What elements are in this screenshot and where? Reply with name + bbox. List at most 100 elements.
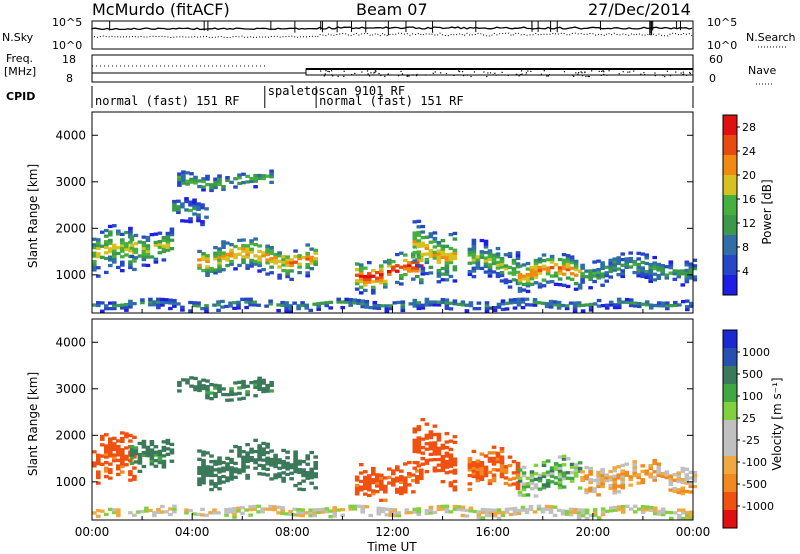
power-echo-cell <box>112 246 117 250</box>
colorbar-tick-label: 20 <box>742 169 756 182</box>
power-echo-cell <box>176 199 181 203</box>
vel-echo-cell <box>108 437 113 441</box>
nave-dot <box>406 75 408 77</box>
vel-echo-cell <box>149 453 155 458</box>
vel-echo-cell <box>415 477 420 482</box>
vel-echo-cell <box>301 473 306 478</box>
vel-echo-cell <box>375 476 380 480</box>
vel-echo-cell <box>305 471 311 475</box>
power-echo-cell <box>229 248 234 252</box>
power-echo-cell <box>500 307 506 312</box>
vel-echo-cell <box>676 479 682 484</box>
power-echo-cell <box>407 269 412 273</box>
vel-echo-cell <box>537 487 543 491</box>
power-echo-cell <box>532 298 538 302</box>
vel-echo-cell <box>380 509 386 514</box>
power-echo-cell <box>265 261 270 265</box>
vel-echo-cell <box>245 451 250 455</box>
vel-echo-cell <box>419 476 424 481</box>
vel-echo-cell <box>580 508 586 512</box>
vel-echo-cell <box>415 461 420 465</box>
vel-echo-cell <box>391 480 396 484</box>
vel-echo-cell <box>640 505 646 509</box>
vel-echo-cell <box>640 464 646 468</box>
vel-echo-cell <box>217 481 222 485</box>
power-echo-cell <box>358 291 364 295</box>
vel-echo-cell <box>596 470 601 475</box>
colorbar-swatch <box>723 510 737 529</box>
vel-echo-cell <box>225 476 230 480</box>
vel-echo-cell <box>387 481 392 485</box>
power-echo-cell <box>133 242 139 246</box>
nave-dot <box>473 71 476 73</box>
power-echo-cell <box>161 238 167 243</box>
power-echo-cell <box>241 258 246 262</box>
vel-echo-cell <box>297 470 302 475</box>
power-echo-cell <box>148 297 153 301</box>
power-echo-cell <box>205 270 210 275</box>
power-echo-cell <box>189 172 194 176</box>
vel-echo-cell <box>233 475 238 479</box>
vel-echo-cell <box>448 439 454 443</box>
power-echo-cell <box>608 258 614 262</box>
power-echo-cell <box>188 203 193 207</box>
power-echo-cell <box>467 261 473 265</box>
power-echo-cell <box>616 303 622 307</box>
vel-echo-cell <box>525 484 531 489</box>
vel-echo-cell <box>363 486 368 491</box>
vel-echo-cell <box>432 458 438 462</box>
vel-echo-cell <box>252 504 257 509</box>
power-echo-cell <box>160 303 165 307</box>
nave-dot <box>351 73 353 76</box>
vel-echo-cell <box>407 460 412 465</box>
vel-echo-cell <box>460 513 466 518</box>
vel-echo-cell <box>213 394 218 399</box>
vel-echo-cell <box>452 435 458 439</box>
power-echo-cell <box>236 300 241 304</box>
nave-dot <box>662 74 664 76</box>
power-echo-cell <box>108 255 113 259</box>
vel-echo-cell <box>116 472 121 477</box>
power-echo-cell <box>100 301 105 305</box>
power-echo-cell <box>328 306 334 310</box>
power-echo-cell <box>608 264 614 268</box>
vel-echo-cell <box>692 479 698 483</box>
vel-echo-cell <box>624 473 630 477</box>
power-echo-cell <box>471 241 477 245</box>
vel-echo-cell <box>285 450 290 454</box>
vel-echo-cell <box>104 512 109 517</box>
power-echo-cell <box>358 268 364 273</box>
power-echo-cell <box>440 278 446 282</box>
vel-echo-cell <box>229 471 234 476</box>
power-echo-cell <box>521 274 527 278</box>
power-echo-cell <box>124 303 129 307</box>
power-echo-cell <box>565 256 571 261</box>
power-echo-cell <box>680 269 686 273</box>
power-echo-cell <box>245 266 250 270</box>
power-echo-cell <box>475 263 481 267</box>
vel-echo-cell <box>436 457 442 462</box>
power-echo-cell <box>354 273 360 277</box>
power-echo-cell <box>420 241 426 245</box>
vel-echo-cell <box>268 507 273 511</box>
power-echo-cell <box>573 268 579 272</box>
power-echo-cell <box>412 298 418 303</box>
vel-echo-cell <box>301 468 306 472</box>
vel-echo-cell <box>197 457 202 461</box>
power-echo-cell <box>444 272 450 276</box>
power-echo-cell <box>237 238 242 242</box>
vel-echo-cell <box>363 470 368 474</box>
vel-echo-cell <box>172 507 177 511</box>
vel-echo-cell <box>104 452 109 456</box>
vel-echo-cell <box>354 489 360 493</box>
vel-echo-cell <box>428 447 434 451</box>
power-echo-cell <box>569 258 575 262</box>
vel-echo-cell <box>277 472 282 476</box>
power-echo-cell <box>363 274 368 279</box>
vel-echo-cell <box>416 512 422 517</box>
vel-echo-cell <box>448 447 454 452</box>
vel-echo-cell <box>213 386 218 390</box>
colorbar-swatch <box>723 384 737 403</box>
power-echo-cell <box>436 268 442 273</box>
power-echo-cell <box>648 268 654 272</box>
